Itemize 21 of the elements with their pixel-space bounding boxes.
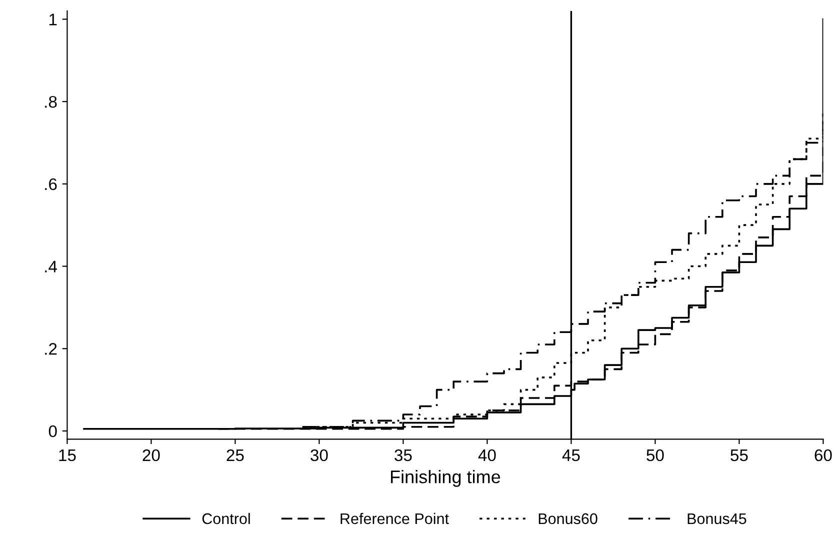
x-tick-label: 25 [226, 449, 244, 462]
legend-label: Reference Point [340, 512, 449, 524]
x-axis-title: Finishing time [390, 470, 500, 487]
y-tick-label: .4 [45, 260, 57, 272]
x-tick-label: 15 [59, 450, 76, 462]
y-tick-label: .6 [45, 178, 57, 190]
x-tick-label: 55 [730, 450, 748, 462]
legend-label: Bonus45 [688, 513, 746, 524]
x-tick-label: 50 [646, 449, 664, 462]
x-tick-label: 60 [814, 449, 832, 462]
x-tick-label: 30 [310, 449, 328, 462]
x-tick-label: 35 [394, 449, 412, 462]
legend-label: Control [202, 512, 250, 524]
y-tick-label: .2 [45, 343, 57, 355]
x-tick-label: 20 [142, 449, 160, 462]
x-tick-label: 45 [562, 450, 580, 462]
x-tick-label: 40 [478, 449, 496, 462]
y-tick-label: 0 [48, 425, 57, 438]
y-tick-label: .8 [45, 96, 57, 108]
legend-label: Bonus60 [538, 513, 598, 524]
y-tick-label: 1 [49, 14, 57, 26]
